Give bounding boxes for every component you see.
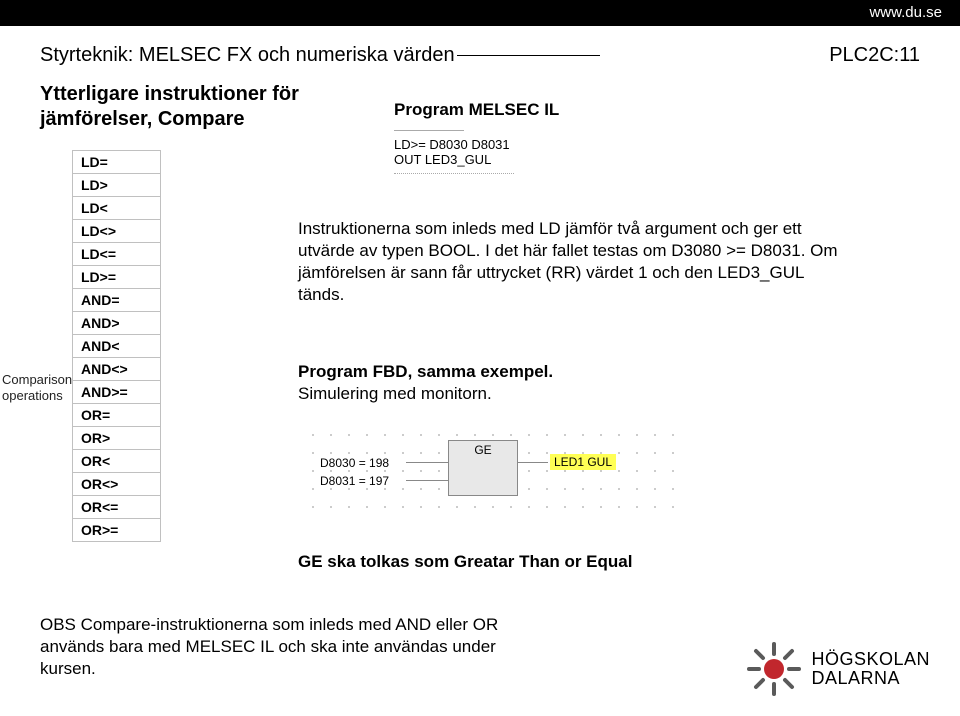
- logo-text: HÖGSKOLAN DALARNA: [811, 650, 930, 688]
- ops-row: OR<>: [73, 473, 161, 496]
- logo-mark-icon: [747, 642, 801, 696]
- header-row: Styrteknik: MELSEC FX och numeriska värd…: [40, 44, 920, 67]
- ops-row: OR>: [73, 427, 161, 450]
- ops-row: OR<=: [73, 496, 161, 519]
- page-title: Styrteknik: MELSEC FX och numeriska värd…: [40, 44, 455, 67]
- wire: [518, 462, 548, 463]
- ops-row: LD>=: [73, 266, 161, 289]
- ops-row: LD>: [73, 174, 161, 197]
- ge-note: GE ska tolkas som Greatar Than or Equal: [298, 552, 632, 572]
- ops-row: OR>=: [73, 519, 161, 542]
- fbd-title: Program FBD, samma exempel.: [298, 362, 553, 382]
- fbd-output-label: LED1 GUL: [550, 454, 616, 470]
- fbd-input-2: D8031 = 197: [320, 474, 389, 488]
- body-paragraph: Instruktionerna som inleds med LD jämför…: [298, 218, 838, 306]
- ops-row: AND=: [73, 289, 161, 312]
- ops-row: AND>=: [73, 381, 161, 404]
- ops-row: LD=: [73, 151, 161, 174]
- logo-line-1: HÖGSKOLAN: [811, 650, 930, 669]
- ops-row: LD<: [73, 197, 161, 220]
- wire: [406, 462, 448, 463]
- program-il-label: Program MELSEC IL: [394, 100, 559, 120]
- il-code-box: LD>= D8030 D8031 OUT LED3_GUL: [394, 130, 554, 174]
- ops-row: OR=: [73, 404, 161, 427]
- page-code: PLC2C:11: [829, 44, 920, 67]
- ops-row: AND<: [73, 335, 161, 358]
- top-bar: www.du.se: [0, 0, 960, 26]
- ge-block: GE: [448, 440, 518, 496]
- wire: [406, 480, 448, 481]
- obs-note: OBS Compare-instruktionerna som inleds m…: [40, 614, 510, 680]
- il-line-2: OUT LED3_GUL: [394, 152, 554, 167]
- top-url: www.du.se: [869, 4, 942, 21]
- sub-heading: Ytterligare instruktioner för jämförelse…: [40, 82, 299, 132]
- ops-row: AND>: [73, 312, 161, 335]
- ops-row: LD<>: [73, 220, 161, 243]
- ops-table: LD=LD>LD<LD<>LD<=LD>=AND=AND>AND<AND<>AN…: [72, 150, 161, 542]
- ops-row: AND<>: [73, 358, 161, 381]
- ops-row: OR<: [73, 450, 161, 473]
- fbd-diagram: D8030 = 198 D8031 = 197 GE LED1 GUL: [298, 420, 678, 510]
- logo-line-2: DALARNA: [811, 669, 930, 688]
- fbd-input-1: D8030 = 198: [320, 456, 389, 470]
- ops-caption: Comparison operations: [2, 372, 80, 403]
- il-line-1: LD>= D8030 D8031: [394, 137, 554, 152]
- logo: HÖGSKOLAN DALARNA: [747, 642, 930, 696]
- fbd-subtitle: Simulering med monitorn.: [298, 384, 492, 404]
- title-underline: [457, 55, 600, 56]
- ops-row: LD<=: [73, 243, 161, 266]
